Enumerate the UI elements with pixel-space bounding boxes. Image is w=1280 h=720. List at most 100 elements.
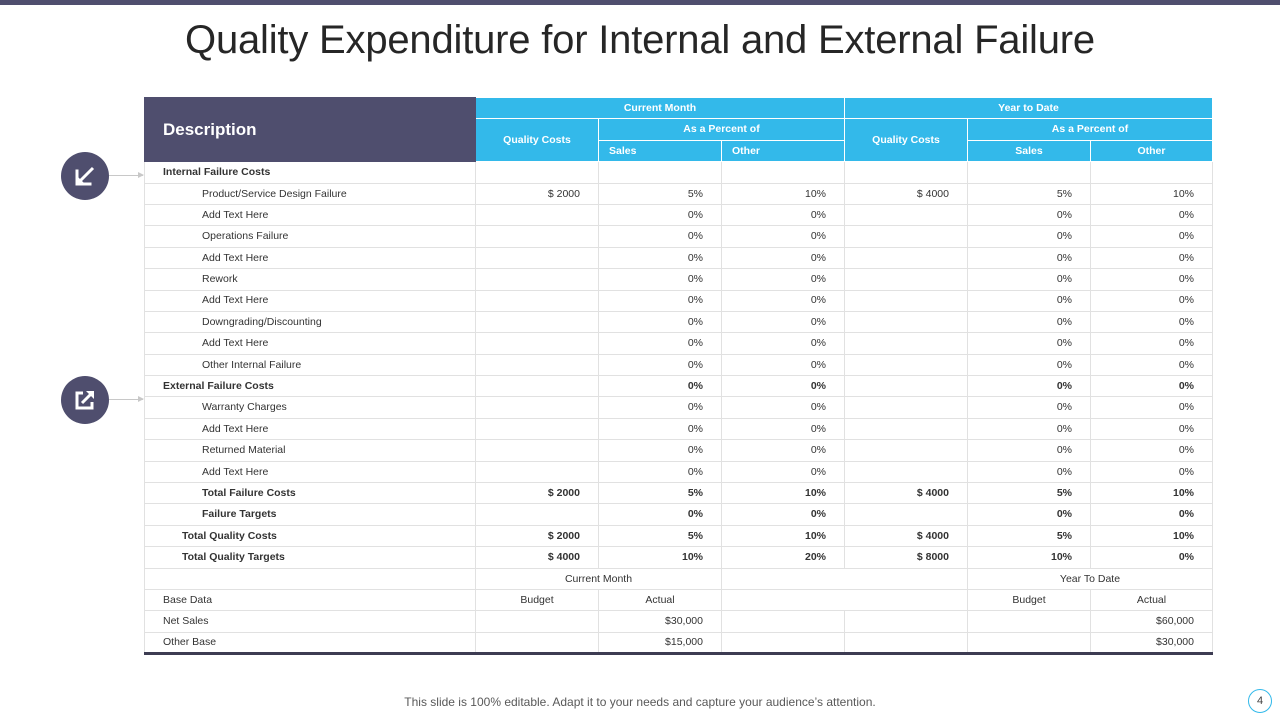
ytd-quality-cost xyxy=(844,161,968,184)
cm-quality-cost xyxy=(475,353,599,377)
cm-other-percent: 0% xyxy=(721,225,845,248)
ytd-other-percent: 0% xyxy=(1090,460,1213,484)
ytd-quality-costs-header: Quality Costs xyxy=(844,118,968,163)
base-subheader-row: Base Data Budget Actual Budget Actual xyxy=(144,588,1213,612)
description-header: Description xyxy=(144,96,476,163)
ytd-sales-percent: 0% xyxy=(967,375,1091,398)
ytd-other-percent: 0% xyxy=(1090,246,1213,270)
ytd-quality-cost: $ 8000 xyxy=(844,546,968,569)
cm-sales-percent: 0% xyxy=(598,503,722,526)
ytd-other-percent: 10% xyxy=(1090,482,1213,505)
cm-quality-cost xyxy=(475,203,599,227)
spacer-cell xyxy=(844,631,968,655)
cm-quality-cost xyxy=(475,225,599,248)
ytd-other-percent: 0% xyxy=(1090,375,1213,398)
ytd-sales-percent: 0% xyxy=(967,439,1091,462)
table-row: Product/Service Design Failure $ 2000 5% 10… xyxy=(144,182,1213,205)
ytd-actual-value: $30,000 xyxy=(1090,631,1213,655)
table-row: Returned Material 0% 0% 0% 0% xyxy=(144,439,1213,462)
ytd-sales-percent: 0% xyxy=(967,332,1091,355)
base-year-to-date-label: Year To Date xyxy=(967,567,1213,590)
ytd-other-percent: 10% xyxy=(1090,524,1213,548)
cm-sales-percent: 0% xyxy=(598,375,722,398)
ytd-sales-percent: 0% xyxy=(967,203,1091,227)
ytd-sales-percent: 0% xyxy=(967,289,1091,312)
base-row: Other Base $15,000 $30,000 xyxy=(144,631,1213,655)
table-row: External Failure Costs 0% 0% 0% 0% xyxy=(144,375,1213,398)
ytd-sales-percent: 5% xyxy=(967,482,1091,505)
external-link-icon xyxy=(61,376,109,424)
table-row: Downgrading/Discounting 0% 0% 0% 0% xyxy=(144,310,1213,334)
base-data-label: Base Data xyxy=(144,588,476,612)
row-label: Add Text Here xyxy=(144,460,476,484)
ytd-actual-value: $60,000 xyxy=(1090,610,1213,633)
table-row: Internal Failure Costs xyxy=(144,161,1213,184)
row-label: Add Text Here xyxy=(144,417,476,441)
cm-quality-cost: $ 4000 xyxy=(475,546,599,569)
ytd-quality-cost xyxy=(844,289,968,312)
table-row: Add Text Here 0% 0% 0% 0% xyxy=(144,203,1213,227)
ytd-quality-cost xyxy=(844,268,968,291)
table-row: Operations Failure 0% 0% 0% 0% xyxy=(144,225,1213,248)
cm-quality-cost: $ 2000 xyxy=(475,524,599,548)
cm-sales-percent xyxy=(598,161,722,184)
base-row-label: Other Base xyxy=(144,631,476,655)
ytd-quality-cost: $ 4000 xyxy=(844,482,968,505)
table-row: Total Quality Costs $ 2000 5% 10% $ 4000 5% 10… xyxy=(144,524,1213,548)
cm-sales-percent: 0% xyxy=(598,417,722,441)
cm-quality-cost xyxy=(475,396,599,419)
table-row: Warranty Charges 0% 0% 0% 0% xyxy=(144,396,1213,419)
ytd-actual-label: Actual xyxy=(1090,588,1213,612)
ytd-other-percent: 0% xyxy=(1090,439,1213,462)
cm-sales-percent: 5% xyxy=(598,482,722,505)
connector-line xyxy=(109,172,144,178)
year-to-date-header: Year to Date xyxy=(844,96,1213,120)
cm-sales-percent: 0% xyxy=(598,225,722,248)
ytd-sales-percent: 0% xyxy=(967,460,1091,484)
table-row: Total Quality Targets $ 4000 10% 20% $ 8000 1… xyxy=(144,546,1213,569)
table-row: Rework 0% 0% 0% 0% xyxy=(144,268,1213,291)
ytd-sales-percent: 0% xyxy=(967,268,1091,291)
table-row: Total Failure Costs $ 2000 5% 10% $ 4000 5% 10… xyxy=(144,482,1213,505)
cm-other-percent xyxy=(721,161,845,184)
row-label: Total Failure Costs xyxy=(144,482,476,505)
ytd-other-percent: 10% xyxy=(1090,182,1213,205)
cm-sales-percent: 0% xyxy=(598,396,722,419)
table-row: Add Text Here 0% 0% 0% 0% xyxy=(144,246,1213,270)
base-header-row: Current Month Year To Date xyxy=(144,567,1213,590)
ytd-other-percent: 0% xyxy=(1090,203,1213,227)
ytd-quality-cost xyxy=(844,439,968,462)
cm-sales-percent: 0% xyxy=(598,460,722,484)
ytd-quality-cost xyxy=(844,353,968,377)
cm-quality-cost xyxy=(475,289,599,312)
cm-actual-label: Actual xyxy=(598,588,722,612)
ytd-sales-header: Sales xyxy=(967,139,1091,163)
ytd-other-percent: 0% xyxy=(1090,503,1213,526)
cm-quality-cost xyxy=(475,460,599,484)
ytd-other-percent: 0% xyxy=(1090,546,1213,569)
quality-cost-table: Description Current Month Year to Date Q… xyxy=(144,96,1213,656)
ytd-quality-cost xyxy=(844,225,968,248)
cm-other-percent: 20% xyxy=(721,546,845,569)
ytd-quality-cost xyxy=(844,203,968,227)
ytd-quality-cost xyxy=(844,396,968,419)
row-label: Operations Failure xyxy=(144,225,476,248)
spacer-cell xyxy=(844,610,968,633)
arrow-down-left-icon xyxy=(61,152,109,200)
base-row-label: Net Sales xyxy=(144,610,476,633)
row-label: Total Quality Costs xyxy=(144,524,476,548)
row-label: Total Quality Targets xyxy=(144,546,476,569)
row-label: External Failure Costs xyxy=(144,375,476,398)
ytd-sales-percent: 0% xyxy=(967,417,1091,441)
base-row: Net Sales $30,000 $60,000 xyxy=(144,610,1213,633)
cm-quality-cost xyxy=(475,439,599,462)
row-label: Add Text Here xyxy=(144,332,476,355)
table-row: Add Text Here 0% 0% 0% 0% xyxy=(144,417,1213,441)
connector-line xyxy=(109,396,144,402)
ytd-sales-percent: 10% xyxy=(967,546,1091,569)
ytd-budget-value xyxy=(967,631,1091,655)
cm-actual-value: $15,000 xyxy=(598,631,722,655)
cm-sales-percent: 0% xyxy=(598,332,722,355)
ytd-other-percent: 0% xyxy=(1090,417,1213,441)
ytd-other-percent: 0% xyxy=(1090,396,1213,419)
